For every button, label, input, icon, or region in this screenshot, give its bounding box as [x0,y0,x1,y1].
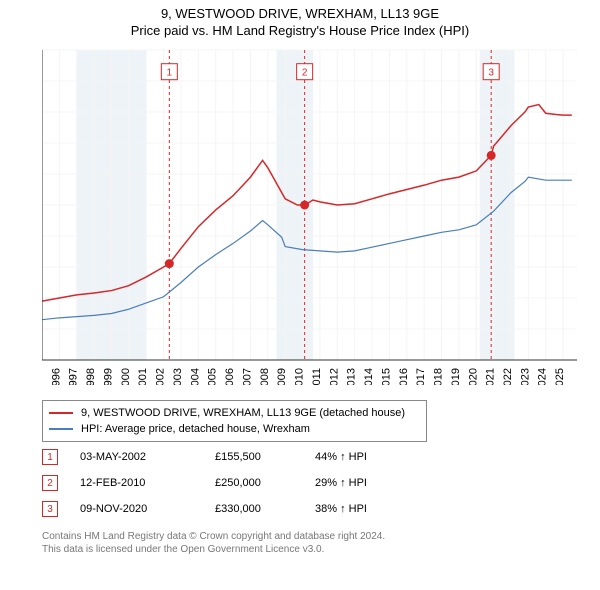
marker-number: 3 [47,504,53,515]
marker-number: 2 [47,478,53,489]
marker-date: 12-FEB-2010 [80,477,215,489]
table-row: 2 12-FEB-2010 £250,000 29% ↑ HPI [42,470,415,496]
x-tick-label: 2017 [415,368,427,385]
title-address: 9, WESTWOOD DRIVE, WREXHAM, LL13 9GE [0,6,600,21]
x-tick-label: 1999 [102,368,114,385]
x-tick-label: 2010 [294,368,306,385]
x-tick-label: 2014 [363,368,375,385]
x-tick-label: 1997 [68,368,80,385]
marker-date: 03-MAY-2002 [80,451,215,463]
x-tick-label: 2008 [259,368,271,385]
legend-label: HPI: Average price, detached house, Wrex… [81,423,310,435]
marker-price: £155,500 [215,451,315,463]
x-tick-label: 2011 [311,368,323,385]
x-tick-label: 2021 [485,368,497,385]
x-tick-label: 2015 [380,368,392,385]
x-tick-label: 2002 [155,368,167,385]
x-tick-label: 2004 [189,368,201,385]
marker-badge-label: 1 [167,68,173,79]
license-text: Contains HM Land Registry data © Crown c… [42,530,385,556]
marker-pct: 44% ↑ HPI [315,451,415,463]
marker-badge: 1 [42,449,58,465]
x-tick-label: 2023 [519,368,531,385]
line-chart-svg: £0£50K£100K£150K£200K£250K£300K£350K£400… [42,45,587,385]
legend-row: 9, WESTWOOD DRIVE, WREXHAM, LL13 9GE (de… [49,405,420,421]
x-tick-label: 2001 [137,368,149,385]
marker-price: £330,000 [215,503,315,515]
marker-number: 1 [47,452,53,463]
marker-badge-label: 3 [488,68,494,79]
marker-badge: 2 [42,475,58,491]
x-tick-label: 2020 [467,368,479,385]
table-row: 1 03-MAY-2002 £155,500 44% ↑ HPI [42,444,415,470]
license-line: This data is licensed under the Open Gov… [42,543,385,556]
markers-table: 1 03-MAY-2002 £155,500 44% ↑ HPI 2 12-FE… [42,444,415,522]
x-tick-label: 2000 [120,368,132,385]
x-tick-label: 2009 [276,368,288,385]
x-tick-label: 2007 [241,368,253,385]
marker-pct: 29% ↑ HPI [315,477,415,489]
legend-swatch [49,412,73,414]
table-row: 3 09-NOV-2020 £330,000 38% ↑ HPI [42,496,415,522]
marker-pct: 38% ↑ HPI [315,503,415,515]
x-tick-label: 2024 [537,368,549,385]
x-tick-label: 2019 [450,368,462,385]
x-tick-label: 2018 [433,368,445,385]
marker-date: 09-NOV-2020 [80,503,215,515]
x-tick-label: 2025 [554,368,566,385]
license-line: Contains HM Land Registry data © Crown c… [42,530,385,543]
x-tick-label: 1995 [42,368,45,385]
title-subtitle: Price paid vs. HM Land Registry's House … [0,23,600,38]
marker-price: £250,000 [215,477,315,489]
x-tick-label: 2003 [172,368,184,385]
legend-box: 9, WESTWOOD DRIVE, WREXHAM, LL13 9GE (de… [42,400,427,442]
x-tick-label: 1996 [50,368,62,385]
marker-badge-label: 2 [302,68,308,79]
legend-label: 9, WESTWOOD DRIVE, WREXHAM, LL13 9GE (de… [81,407,405,419]
chart-area: £0£50K£100K£150K£200K£250K£300K£350K£400… [42,45,587,385]
legend-swatch [49,428,73,430]
chart-title-block: 9, WESTWOOD DRIVE, WREXHAM, LL13 9GE Pri… [0,0,600,40]
x-tick-label: 1998 [85,368,97,385]
x-tick-label: 2013 [346,368,358,385]
marker-badge: 3 [42,501,58,517]
x-tick-label: 2012 [328,368,340,385]
x-tick-label: 2006 [224,368,236,385]
legend-row: HPI: Average price, detached house, Wrex… [49,421,420,437]
x-tick-label: 2022 [502,368,514,385]
x-tick-label: 2005 [207,368,219,385]
x-tick-label: 2016 [398,368,410,385]
